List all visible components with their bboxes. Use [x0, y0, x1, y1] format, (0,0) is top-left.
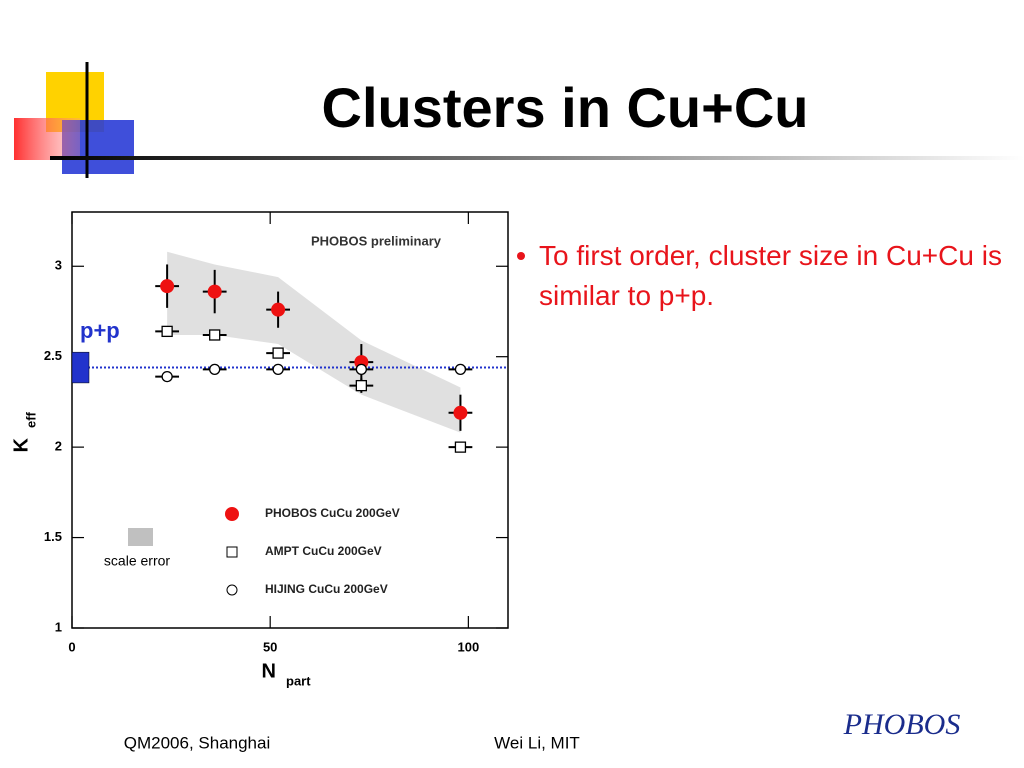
point [272, 347, 284, 359]
y-tick-label: 2.5 [44, 348, 62, 363]
reference-error [71, 351, 90, 384]
legend-marker [226, 546, 238, 558]
point [355, 379, 367, 392]
y-tick-label: 2 [55, 439, 62, 454]
legend-marker [226, 584, 238, 596]
legend-label: AMPT CuCu 200GeV [265, 544, 382, 558]
annotation: PHOBOS preliminary [311, 233, 442, 248]
logo: PHOBOS [843, 708, 961, 741]
point [161, 325, 173, 338]
point [161, 370, 173, 383]
bullet-text: To first order, cluster size in Cu+Cu is… [515, 236, 1009, 316]
y-axis-label: K [10, 437, 32, 452]
point [454, 363, 467, 376]
point [272, 363, 284, 376]
point [209, 363, 221, 376]
point [160, 279, 175, 294]
y-axis-label-sub: eff [23, 411, 38, 428]
slide-title: Clusters in Cu+Cu [322, 76, 809, 139]
legend-label: HIJING CuCu 200GeV [265, 582, 388, 596]
point [207, 284, 222, 299]
y-tick-label: 3 [55, 258, 62, 273]
point [454, 441, 467, 453]
x-tick-label: 50 [263, 639, 277, 654]
point [453, 405, 468, 420]
x-axis-label-sub: part [286, 673, 311, 688]
footer-center: Wei Li, MIT [494, 733, 580, 752]
legend-label: PHOBOS CuCu 200GeV [265, 506, 400, 520]
footer-left: QM2006, Shanghai [124, 733, 271, 752]
x-tick-label: 0 [68, 639, 75, 654]
x-tick-label: 100 [458, 639, 480, 654]
legend-marker [225, 507, 239, 521]
decoration [14, 62, 1024, 178]
x-axis-label: N [262, 660, 276, 682]
y-tick-label: 1.5 [44, 529, 62, 544]
point [355, 363, 367, 376]
reference-label: p+p [80, 318, 120, 343]
systematic-band [167, 251, 461, 433]
scale-error-label: scale error [104, 553, 170, 569]
point [271, 302, 286, 317]
scale-error-key [128, 528, 153, 546]
point [209, 329, 221, 341]
plot-frame [71, 211, 509, 629]
y-tick-label: 1 [55, 619, 62, 634]
